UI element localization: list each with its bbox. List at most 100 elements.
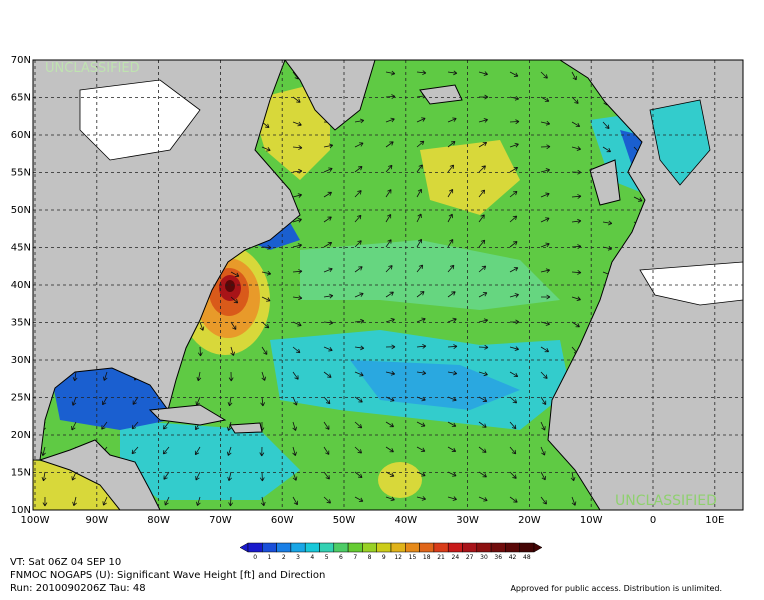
- lat-label: 40N: [11, 280, 31, 291]
- arrow: [571, 146, 581, 151]
- arrow: [633, 196, 643, 202]
- sea-zone: [50, 365, 170, 430]
- arrow: [602, 121, 610, 130]
- arrow: [292, 496, 298, 506]
- mediterranean: [639, 261, 743, 306]
- lon-label: 70W: [209, 515, 232, 526]
- arrow: [416, 317, 426, 323]
- arrow: [71, 471, 77, 481]
- arrow: [385, 265, 393, 273]
- arrow: [447, 213, 453, 223]
- lat-label: 45N: [11, 243, 31, 254]
- colorbar-label: 18: [423, 554, 431, 561]
- arrow: [509, 119, 520, 125]
- land-greenland: [284, 60, 376, 131]
- colorbar-label: 8: [368, 554, 372, 561]
- arrow: [199, 321, 205, 331]
- lat-label: 35N: [11, 318, 31, 329]
- arrow: [354, 240, 362, 248]
- lat-label: 15N: [11, 468, 31, 479]
- arrow: [228, 371, 234, 382]
- arrow: [385, 239, 392, 248]
- product: FNMOC NOGAPS (U): Significant Wave Heigh…: [10, 570, 325, 581]
- arrow: [41, 471, 47, 482]
- arrow: [602, 146, 611, 153]
- arrow: [260, 496, 266, 507]
- arrow: [196, 371, 202, 382]
- sea-zone: [300, 240, 560, 310]
- arrow: [163, 421, 170, 430]
- arrow: [354, 496, 364, 502]
- arrow: [447, 140, 456, 148]
- arrow: [416, 213, 422, 223]
- colorbar-swatch: [290, 542, 306, 553]
- colorbar-swatch: [447, 542, 463, 553]
- arrow: [447, 117, 457, 123]
- arrow: [416, 140, 425, 148]
- arrow: [571, 121, 581, 127]
- colorbar-swatch: [362, 542, 377, 553]
- arrow: [354, 345, 365, 351]
- arrow: [447, 291, 456, 298]
- arrow: [447, 344, 458, 349]
- arrow: [292, 121, 302, 127]
- arrow: [385, 213, 392, 223]
- map-field: UNCLASSIFIED UNCLASSIFIED: [33, 60, 743, 510]
- arrow: [509, 142, 519, 148]
- arrow: [261, 371, 267, 381]
- arrow: [261, 296, 271, 302]
- arrow: [509, 166, 519, 173]
- arrow: [230, 321, 237, 330]
- arrow: [416, 291, 425, 298]
- arrow: [509, 95, 520, 101]
- arrow: [478, 396, 488, 402]
- arrow: [447, 264, 455, 273]
- lon-label: 20W: [518, 515, 541, 526]
- arrow: [447, 164, 455, 173]
- arrow: [323, 471, 330, 480]
- colorbar-label: 12: [394, 554, 402, 561]
- lon-label: 30W: [456, 515, 479, 526]
- arrow: [162, 446, 170, 455]
- arrow: [385, 164, 393, 173]
- arrow: [230, 271, 240, 277]
- arrow: [540, 192, 550, 198]
- arrow: [540, 321, 550, 326]
- arrow: [292, 396, 298, 406]
- lat-label: 70N: [11, 55, 31, 66]
- lon-label: 80W: [147, 515, 170, 526]
- arrow: [164, 496, 170, 506]
- arrow: [509, 293, 519, 298]
- arrow: [42, 496, 48, 507]
- arrow: [323, 446, 330, 455]
- arrow: [540, 471, 546, 481]
- arrow: [354, 266, 363, 273]
- arrow: [478, 446, 487, 453]
- run: Run: 2010090206Z Tau: 48: [10, 583, 146, 594]
- arrow: [509, 371, 519, 378]
- arrow: [478, 189, 486, 198]
- arrow: [323, 241, 333, 248]
- arrow: [478, 94, 489, 100]
- arrow: [571, 218, 582, 224]
- colorbar-swatch: [333, 542, 349, 553]
- arrow: [385, 421, 395, 428]
- arrow: [71, 396, 77, 406]
- arrow: [354, 421, 363, 429]
- sea-zone: [378, 462, 422, 498]
- arrow: [226, 446, 232, 456]
- arrow: [101, 421, 108, 430]
- graticule: [33, 60, 743, 510]
- arrow: [540, 71, 548, 79]
- arrow: [261, 146, 271, 152]
- arrow: [478, 344, 489, 350]
- arrow: [571, 296, 581, 302]
- arrow: [540, 96, 550, 102]
- colorbar-swatch: [519, 542, 535, 553]
- arrow: [571, 96, 579, 104]
- colorbar-label: 48: [523, 554, 531, 561]
- colorbar-swatch: [376, 542, 392, 553]
- colorbar-swatch: [405, 542, 420, 553]
- arrow: [447, 496, 457, 501]
